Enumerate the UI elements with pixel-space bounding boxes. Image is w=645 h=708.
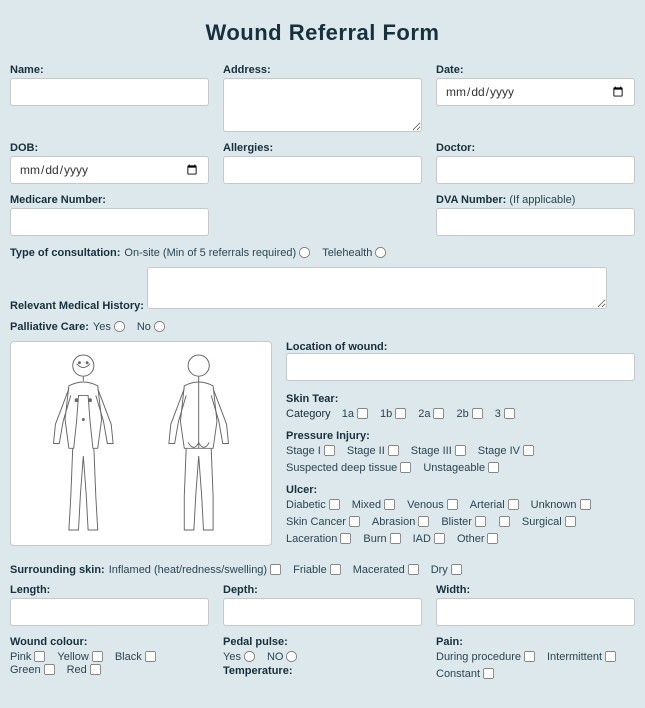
width-input[interactable]: [436, 598, 635, 626]
ulcer-group: Ulcer: Diabetic Mixed Venous Arterial Un…: [286, 484, 635, 545]
colour-yellow[interactable]: [92, 651, 103, 662]
pain-during[interactable]: [524, 651, 535, 662]
pain-constant[interactable]: [483, 668, 494, 679]
ulcer-blister2[interactable]: [499, 516, 510, 527]
dob-input[interactable]: [10, 156, 209, 184]
row-diagram-details: Location of wound: Skin Tear: Category 1…: [10, 341, 635, 553]
consultation-opt-onsite: On-site (Min of 5 referrals required): [124, 247, 296, 259]
consultation-radio-telehealth[interactable]: [375, 247, 386, 258]
date-input[interactable]: [436, 78, 635, 106]
surround-inflamed[interactable]: [270, 564, 281, 575]
medicare-input[interactable]: [10, 208, 209, 236]
ulcer-laceration[interactable]: [340, 533, 351, 544]
ulcer-venous[interactable]: [447, 499, 458, 510]
row-dob-allergies-doctor: DOB: Allergies: Doctor:: [10, 142, 635, 184]
consultation-opt-telehealth: Telehealth: [322, 247, 372, 259]
history-input[interactable]: [147, 267, 607, 309]
row-dimensions: Length: Depth: Width:: [10, 584, 635, 626]
history-label: Relevant Medical History:: [10, 300, 144, 312]
colour-green[interactable]: [44, 664, 55, 675]
palliative-label: Palliative Care:: [10, 321, 89, 333]
ulcer-blister[interactable]: [475, 516, 486, 527]
dva-input[interactable]: [436, 208, 635, 236]
location-input[interactable]: [286, 353, 635, 381]
allergies-input[interactable]: [223, 156, 422, 184]
date-label: Date:: [436, 64, 635, 76]
wound-referral-form: Wound Referral Form Name: Address: Date:…: [0, 0, 645, 708]
skintear-1a[interactable]: [357, 408, 368, 419]
doctor-input[interactable]: [436, 156, 635, 184]
pressure-s4[interactable]: [523, 445, 534, 456]
body-diagram: [10, 341, 272, 546]
depth-label: Depth:: [223, 584, 422, 596]
ulcer-iad[interactable]: [434, 533, 445, 544]
medicare-label: Medicare Number:: [10, 194, 209, 206]
palliative-yes[interactable]: [114, 321, 125, 332]
consultation-radio-onsite[interactable]: [299, 247, 310, 258]
row-bottom: Wound colour: Pink Yellow Black Green Re…: [10, 636, 635, 688]
surround-friable[interactable]: [330, 564, 341, 575]
pedal-yes[interactable]: [244, 651, 255, 662]
pain-intermittent[interactable]: [605, 651, 616, 662]
ulcer-diabetic[interactable]: [329, 499, 340, 510]
palliative-row: Palliative Care: Yes No: [10, 320, 635, 333]
name-input[interactable]: [10, 78, 209, 106]
skintear-2a[interactable]: [433, 408, 444, 419]
wound-details-right: Location of wound: Skin Tear: Category 1…: [286, 341, 635, 553]
ulcer-abrasion[interactable]: [418, 516, 429, 527]
skin-tear-group: Skin Tear: Category 1a 1b 2a 2b 3: [286, 393, 635, 420]
length-label: Length:: [10, 584, 209, 596]
pedal-no[interactable]: [286, 651, 297, 662]
dob-label: DOB:: [10, 142, 209, 154]
length-input[interactable]: [10, 598, 209, 626]
consultation-label: Type of consultation:: [10, 247, 120, 259]
pressure-group: Pressure Injury: Stage I Stage II Stage …: [286, 430, 635, 474]
skintear-1b[interactable]: [395, 408, 406, 419]
pressure-s2[interactable]: [388, 445, 399, 456]
colour-black[interactable]: [145, 651, 156, 662]
ulcer-other[interactable]: [487, 533, 498, 544]
page-title: Wound Referral Form: [10, 20, 635, 46]
ulcer-unknown[interactable]: [579, 499, 590, 510]
skintear-2b[interactable]: [472, 408, 483, 419]
pressure-sdt[interactable]: [400, 462, 411, 473]
location-label: Location of wound:: [286, 341, 387, 353]
temperature-label: Temperature:: [223, 665, 422, 677]
depth-input[interactable]: [223, 598, 422, 626]
doctor-label: Doctor:: [436, 142, 635, 154]
consultation-row: Type of consultation: On-site (Min of 5 …: [10, 246, 635, 259]
ulcer-mixed[interactable]: [384, 499, 395, 510]
row-medicare-dva: Medicare Number: DVA Number: (If applica…: [10, 194, 635, 236]
ulcer-skincancer[interactable]: [349, 516, 360, 527]
ulcer-surgical[interactable]: [565, 516, 576, 527]
body-diagram-svg: [16, 346, 266, 541]
colour-pink[interactable]: [34, 651, 45, 662]
skintear-3[interactable]: [504, 408, 515, 419]
palliative-no[interactable]: [154, 321, 165, 332]
width-label: Width:: [436, 584, 635, 596]
allergies-label: Allergies:: [223, 142, 422, 154]
ulcer-burn[interactable]: [390, 533, 401, 544]
dva-label: DVA Number: (If applicable): [436, 194, 635, 206]
address-input[interactable]: [223, 78, 422, 132]
surround-macerated[interactable]: [408, 564, 419, 575]
pressure-s1[interactable]: [324, 445, 335, 456]
pressure-unst[interactable]: [488, 462, 499, 473]
colour-red[interactable]: [90, 664, 101, 675]
address-label: Address:: [223, 64, 422, 76]
ulcer-arterial[interactable]: [508, 499, 519, 510]
surround-dry[interactable]: [451, 564, 462, 575]
row-name-address-date: Name: Address: Date:: [10, 64, 635, 132]
pressure-s3[interactable]: [455, 445, 466, 456]
name-label: Name:: [10, 64, 209, 76]
surrounding-row: Surrounding skin: Inflamed (heat/redness…: [10, 563, 635, 576]
